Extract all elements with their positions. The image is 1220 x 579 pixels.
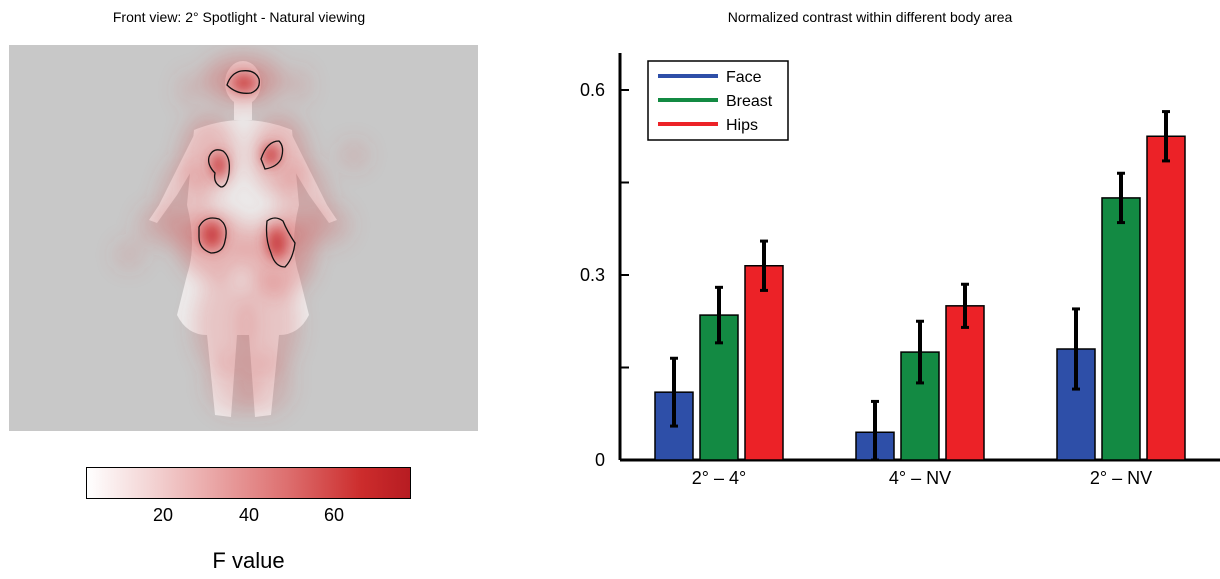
- legend-label-hips: Hips: [726, 117, 758, 134]
- x-tick-label: 2° – NV: [1090, 468, 1152, 488]
- bar-chart: 0 0.3 0.6 2° – 4° 4° – NV 2° – NV Face Breast…: [580, 53, 1220, 488]
- colorbar-label: F value: [212, 548, 285, 573]
- y-tick-label: 0: [595, 450, 605, 470]
- chart-title: Normalized contrast within different bod…: [727, 9, 1013, 25]
- y-tick-label: 0.3: [580, 265, 605, 285]
- heatmap-title: Front view: 2° Spotlight - Natural viewi…: [112, 9, 366, 25]
- legend-label-breast: Breast: [726, 93, 773, 110]
- body-heatmap: [9, 45, 478, 431]
- x-tick-label: 2° – 4°: [692, 468, 746, 488]
- bar-breast: [1101, 197, 1141, 461]
- bar-breast: [900, 351, 940, 461]
- x-tick-label: 4° – NV: [889, 468, 951, 488]
- chart-legend: Face Breast Hips: [647, 60, 789, 141]
- body-heatmap-graphic: [114, 55, 369, 417]
- legend-label-face: Face: [726, 69, 762, 86]
- colorbar-tick: 60: [323, 505, 345, 525]
- bar-hips: [1146, 135, 1186, 461]
- bar-hips: [945, 305, 985, 461]
- colorbar-tick: 20: [152, 505, 174, 525]
- bars-group: 2° – 4° 4° – NV 2° – NV: [654, 110, 1186, 488]
- significance-contours: [198, 70, 296, 268]
- y-tick-label: 0.6: [580, 80, 605, 100]
- colorbar-tick: 40: [238, 505, 260, 525]
- bar-hips: [744, 265, 784, 461]
- colorbar: [86, 467, 411, 499]
